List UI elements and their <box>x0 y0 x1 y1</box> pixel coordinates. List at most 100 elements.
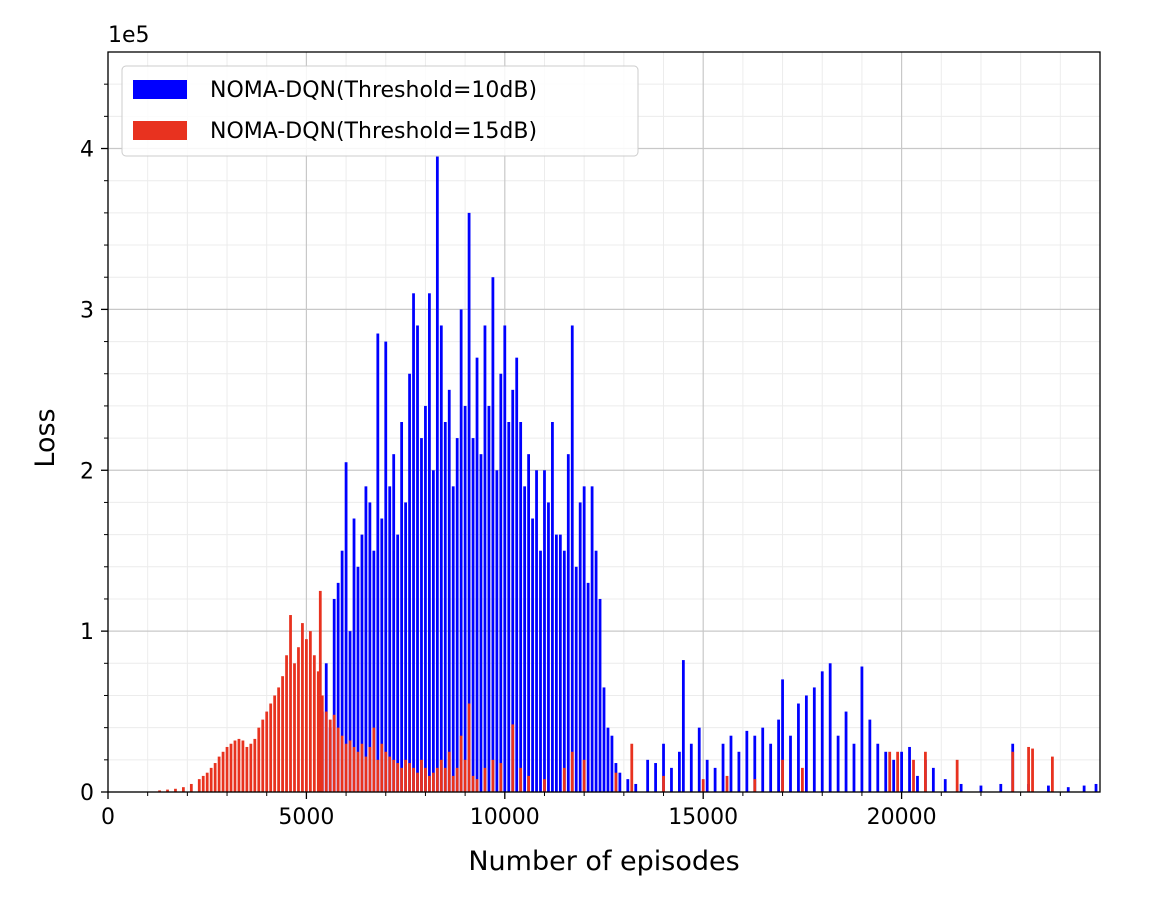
bar-0 <box>336 582 340 792</box>
bar-0 <box>697 727 701 792</box>
bar-1 <box>435 767 439 792</box>
bar-0 <box>662 743 665 792</box>
bar-1 <box>447 751 451 792</box>
bar-1 <box>888 751 892 792</box>
bar-0 <box>1066 787 1070 792</box>
bar-1 <box>420 759 423 792</box>
bar-1 <box>701 779 705 792</box>
bar-1 <box>388 756 392 792</box>
bar-1 <box>428 775 431 792</box>
bar-1 <box>340 735 344 792</box>
bar-0 <box>590 486 594 792</box>
bar-0 <box>511 389 515 792</box>
x-tick-label: 10000 <box>470 805 540 830</box>
bar-1 <box>158 790 161 792</box>
bar-1 <box>463 759 467 792</box>
bar-1 <box>229 743 233 792</box>
bar-1 <box>308 631 312 792</box>
bar-0 <box>424 405 427 792</box>
bar-1 <box>519 767 523 792</box>
bar-0 <box>539 550 542 792</box>
bar-1 <box>297 647 300 792</box>
bar-1 <box>312 655 316 792</box>
bar-1 <box>320 695 324 792</box>
bar-1 <box>293 663 296 792</box>
bar-1 <box>781 759 784 792</box>
bar-0 <box>729 735 733 792</box>
bar-0 <box>681 660 685 792</box>
bar-1 <box>955 759 959 792</box>
bar-0 <box>574 566 578 792</box>
legend-swatch-15db <box>133 121 187 140</box>
bar-0 <box>566 454 570 792</box>
bar-0 <box>618 772 622 792</box>
bar-0 <box>348 631 352 792</box>
bar-1 <box>360 743 364 792</box>
bar-0 <box>447 389 451 792</box>
legend-label-10db: NOMA-DQN(Threshold=10dB) <box>210 78 537 103</box>
bar-1 <box>277 687 281 792</box>
bar-1 <box>189 783 193 792</box>
bar-1 <box>1051 756 1054 792</box>
bar-1 <box>424 767 427 792</box>
bar-0 <box>884 751 888 792</box>
bar-1 <box>396 763 400 792</box>
bar-0 <box>531 518 534 792</box>
bar-0 <box>999 783 1003 792</box>
bar-0 <box>594 550 598 792</box>
bar-0 <box>781 679 784 792</box>
bar-1 <box>336 727 340 792</box>
bar-1 <box>318 590 322 792</box>
bar-0 <box>820 671 824 792</box>
bar-1 <box>372 727 376 792</box>
bar-1 <box>753 779 757 792</box>
bar-0 <box>551 422 554 792</box>
bar-0 <box>372 550 376 792</box>
bar-1 <box>253 738 257 792</box>
bar-0 <box>943 779 947 792</box>
bar-series-layer <box>158 156 1098 793</box>
bar-1 <box>261 719 265 792</box>
y-tick-label: 4 <box>80 138 94 163</box>
bar-0 <box>1082 785 1086 792</box>
bar-1 <box>348 740 352 792</box>
bar-0 <box>689 743 693 792</box>
bar-0 <box>562 550 566 792</box>
series-1-bars <box>158 590 1054 792</box>
bar-1 <box>412 767 415 792</box>
bar-0 <box>507 422 511 792</box>
bar-0 <box>844 711 848 792</box>
bar-0 <box>900 751 903 792</box>
bar-1 <box>455 767 459 792</box>
bar-0 <box>745 730 749 792</box>
bar-0 <box>713 767 717 792</box>
bar-0 <box>931 767 935 792</box>
bar-0 <box>670 767 673 792</box>
bar-1 <box>305 639 308 792</box>
bar-0 <box>527 454 530 792</box>
bar-0 <box>483 325 487 792</box>
bar-1 <box>376 759 380 792</box>
bar-0 <box>384 341 388 792</box>
bar-0 <box>634 783 638 792</box>
bar-0 <box>535 470 538 792</box>
bar-1 <box>570 751 574 792</box>
bar-1 <box>328 719 332 792</box>
bar-0 <box>459 309 463 792</box>
bar-1 <box>392 759 396 792</box>
bar-0 <box>828 663 832 792</box>
legend-box <box>121 65 639 157</box>
y-axis-title: Loss <box>30 408 61 467</box>
bar-1 <box>471 775 475 792</box>
bar-0 <box>547 502 550 792</box>
bar-0 <box>416 325 419 792</box>
bar-0 <box>753 735 757 792</box>
bar-0 <box>836 735 840 792</box>
bar-0 <box>364 486 368 792</box>
bar-1 <box>281 676 284 792</box>
bar-0 <box>812 687 816 792</box>
bar-0 <box>471 438 475 792</box>
bar-0 <box>499 373 503 792</box>
bar-0 <box>439 325 443 792</box>
legend-swatch-10db <box>133 80 187 99</box>
